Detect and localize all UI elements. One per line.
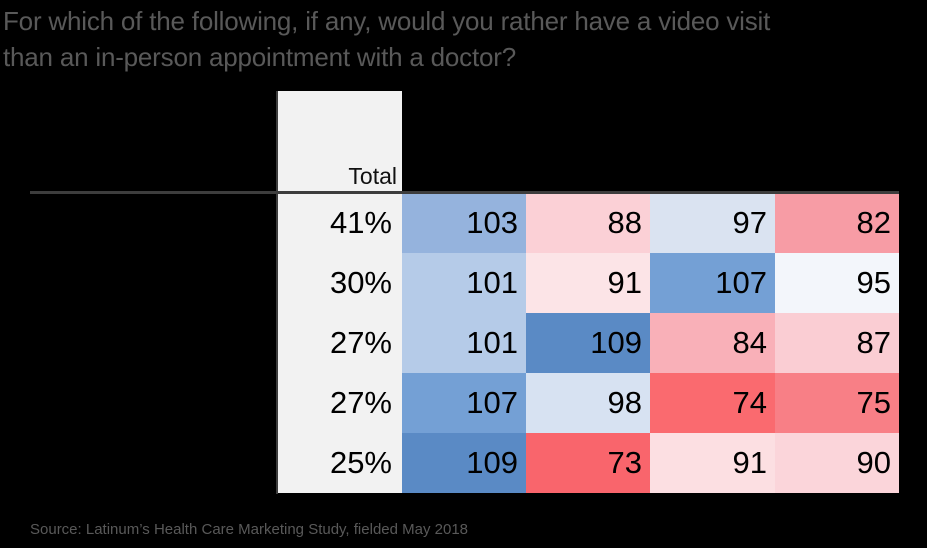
table-row: 25% 109 73 91 90 [278,433,899,493]
column-header-total: Total [278,91,402,193]
index-cell: 109 [402,433,526,493]
table-left-border [276,91,278,494]
table-row: 27% 101 109 84 87 [278,313,899,373]
source-note: Source: Latinum’s Health Care Marketing … [30,521,469,538]
index-cell: 95 [775,253,899,313]
index-cell: 103 [402,193,526,253]
index-cell: 74 [650,373,775,433]
heatmap-table: Total 41% 103 88 97 82 30% 101 91 107 95… [278,91,899,493]
page-title-line-1: For which of the following, if any, woul… [3,6,771,36]
index-cell: 73 [526,433,650,493]
index-cell: 75 [775,373,899,433]
page-title: For which of the following, if any, woul… [3,3,925,75]
table-row: 27% 107 98 74 75 [278,373,899,433]
table-row: 30% 101 91 107 95 [278,253,899,313]
index-cell: 109 [526,313,650,373]
index-cell: 82 [775,193,899,253]
index-cell: 107 [650,253,775,313]
table-top-rule [30,191,899,194]
index-cell: 90 [775,433,899,493]
index-cell: 98 [526,373,650,433]
index-cell: 91 [650,433,775,493]
index-cell: 101 [402,253,526,313]
total-cell: 25% [278,433,402,493]
index-cell: 91 [526,253,650,313]
table-row: 41% 103 88 97 82 [278,193,899,253]
index-cell: 107 [402,373,526,433]
index-cell: 84 [650,313,775,373]
index-cell: 87 [775,313,899,373]
index-cell: 97 [650,193,775,253]
total-cell: 41% [278,193,402,253]
total-cell: 27% [278,313,402,373]
table-header-row: Total [278,91,899,193]
index-cell: 88 [526,193,650,253]
total-cell: 27% [278,373,402,433]
total-cell: 30% [278,253,402,313]
index-cell: 101 [402,313,526,373]
page-title-line-2: than an in-person appointment with a doc… [3,42,516,72]
